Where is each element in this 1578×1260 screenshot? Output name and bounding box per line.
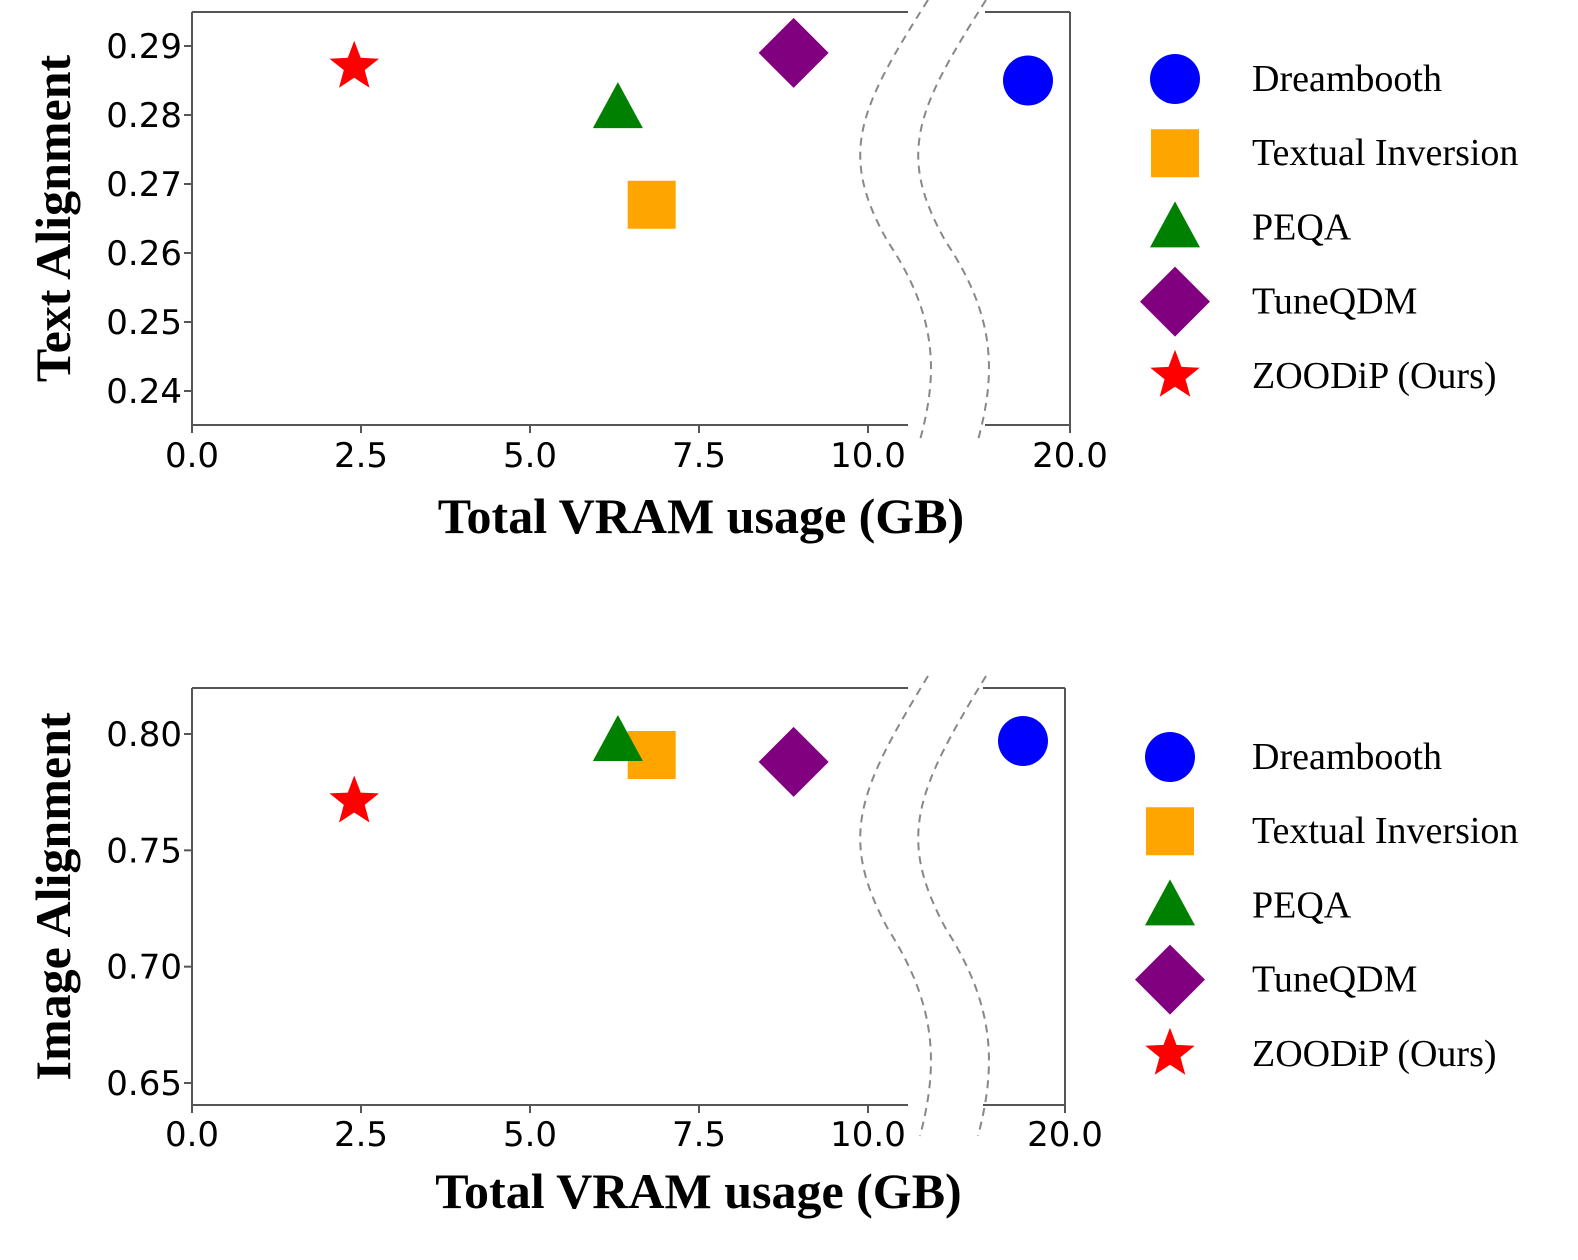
point-peqa (592, 714, 643, 761)
point-dreambooth (998, 715, 1048, 766)
y-ticks: 0.24 0.25 0.26 0.27 0.28 0.29 (106, 27, 192, 412)
legend-label-zoodip-ours: ZOODiP (Ours) (1252, 1033, 1497, 1075)
legend: Dreambooth Textual Inversion PEQA TuneQDM ZO… (1140, 54, 1518, 397)
legend-marker-dreambooth (1145, 732, 1195, 782)
data-points (329, 17, 1053, 229)
legend-label-textual-inversion: Textual Inversion (1252, 810, 1518, 852)
y-tick-label: 0.65 (106, 1064, 182, 1104)
y-tick-label: 0.24 (106, 372, 182, 412)
break-curve-1 (859, 675, 932, 1137)
point-textual-inversion (627, 180, 676, 229)
point-textual-inversion (627, 730, 676, 779)
x-ticks: 0.0 2.5 5.0 7.5 10.0 20.0 (165, 425, 1108, 476)
legend: Dreambooth Textual Inversion PEQA TuneQDM ZO… (1135, 732, 1518, 1075)
legend-marker-peqa (1150, 201, 1200, 248)
x-tick-label: 7.5 (672, 1115, 726, 1155)
x-tick-label: 2.5 (334, 436, 388, 476)
y-tick-label: 0.70 (106, 948, 182, 988)
y-tick-label: 0.80 (106, 715, 182, 755)
axis-break-indicator (859, 0, 990, 441)
x-tick-label: 5.0 (503, 436, 557, 476)
axis-break-indicator (859, 675, 990, 1137)
legend-label-dreambooth: Dreambooth (1252, 58, 1442, 100)
legend-marker-zoodip-ours (1145, 1027, 1195, 1075)
y-tick-label: 0.28 (106, 96, 182, 136)
legend-label-tuneqdm: TuneQDM (1252, 959, 1417, 1001)
break-curve-1 (859, 0, 932, 441)
y-ticks: 0.65 0.70 0.75 0.80 (106, 715, 192, 1104)
break-curve-2 (917, 0, 990, 441)
y-axis-title: Text Alignment (25, 54, 81, 382)
plot-frame (191, 11, 1071, 426)
legend-label-dreambooth: Dreambooth (1252, 736, 1442, 778)
data-points (329, 714, 1048, 823)
y-axis-title: Image Alignment (25, 712, 81, 1080)
x-tick-label: 0.0 (165, 436, 219, 476)
x-axis-title: Total VRAM usage (GB) (438, 488, 964, 544)
x-tick-label: 2.5 (334, 1115, 388, 1155)
point-zoodip-ours (329, 775, 379, 823)
x-tick-label: 20.0 (1032, 436, 1108, 476)
chart-2: 0.65 0.70 0.75 0.80 0.0 2.5 5.0 7.5 10.0 20.0 Tota… (25, 675, 1518, 1219)
legend-marker-tuneqdm (1135, 944, 1205, 1015)
break-curve-2 (917, 675, 990, 1137)
x-tick-label: 7.5 (672, 436, 726, 476)
legend-marker-textual-inversion (1151, 129, 1199, 178)
x-tick-label: 10.0 (830, 1115, 906, 1155)
y-tick-label: 0.29 (106, 27, 182, 67)
point-tuneqdm (758, 726, 829, 797)
point-peqa (592, 82, 643, 129)
x-ticks: 0.0 2.5 5.0 7.5 10.0 20.0 (165, 1105, 1103, 1155)
legend-label-tuneqdm: TuneQDM (1252, 281, 1417, 323)
y-tick-label: 0.26 (106, 234, 182, 274)
legend-label-zoodip-ours: ZOODiP (Ours) (1252, 355, 1497, 397)
legend-label-peqa: PEQA (1252, 884, 1352, 926)
legend-marker-zoodip-ours (1150, 349, 1200, 397)
point-dreambooth (1003, 55, 1053, 106)
chart-1: 0.24 0.25 0.26 0.27 0.28 0.29 0.0 2.5 5.0 7.5 10.0… (25, 0, 1518, 544)
x-tick-label: 10.0 (830, 436, 906, 476)
legend-label-textual-inversion: Textual Inversion (1252, 132, 1518, 174)
y-tick-label: 0.27 (106, 165, 182, 205)
plot-frame (191, 687, 1066, 1106)
point-tuneqdm (758, 17, 829, 88)
legend-label-peqa: PEQA (1252, 206, 1352, 248)
x-tick-label: 5.0 (503, 1115, 557, 1155)
y-tick-label: 0.75 (106, 831, 182, 871)
legend-marker-dreambooth (1150, 54, 1200, 104)
point-zoodip-ours (329, 40, 379, 88)
x-tick-label: 0.0 (165, 1115, 219, 1155)
x-axis-title: Total VRAM usage (GB) (435, 1163, 961, 1219)
y-tick-label: 0.25 (106, 303, 182, 343)
legend-marker-peqa (1145, 879, 1195, 926)
legend-marker-tuneqdm (1140, 266, 1210, 337)
legend-marker-textual-inversion (1146, 807, 1194, 856)
x-tick-label: 20.0 (1027, 1115, 1103, 1155)
